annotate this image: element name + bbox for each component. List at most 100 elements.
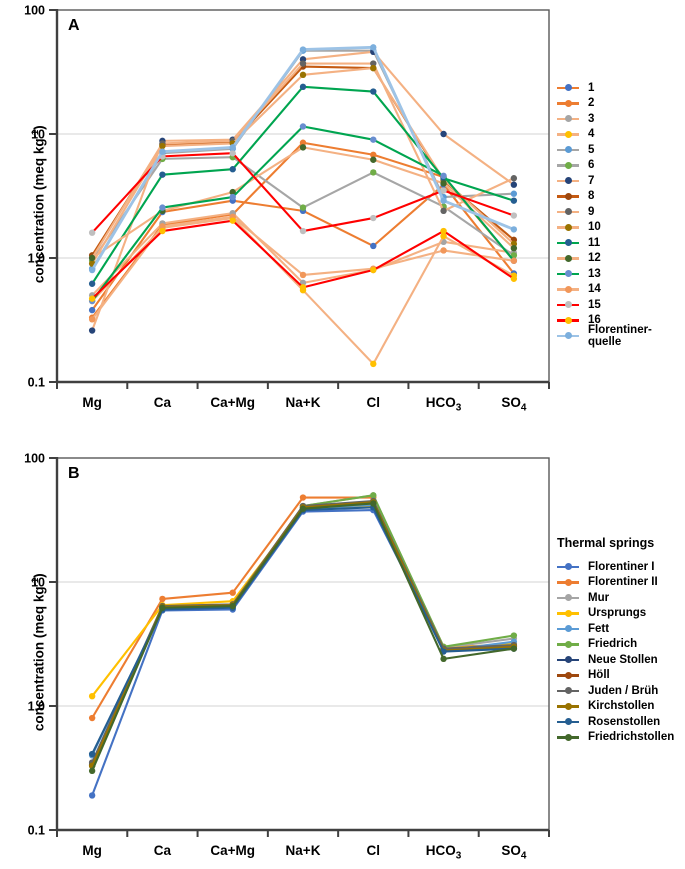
series-marker-16: [440, 227, 447, 235]
panel-label-b: B: [68, 465, 80, 482]
legend-swatch-icon: [557, 223, 579, 231]
legend-item-9: 9: [557, 204, 680, 220]
series-marker-Friedrich: [370, 492, 377, 499]
x-category-label: Na+K: [286, 843, 321, 858]
series-marker-16: [229, 217, 236, 224]
legend-item-florentiner-quelle: Florentiner-quelle: [557, 324, 680, 348]
series-line-Florentiner II: [91, 496, 514, 719]
series-marker-9: [510, 175, 518, 182]
x-category-label: Mg: [82, 395, 102, 410]
series-marker-15: [370, 214, 377, 222]
series-marker-16: [299, 284, 307, 291]
series-marker-12: [299, 144, 307, 151]
y-tick-label: 100: [24, 4, 45, 18]
legend-item-12: 12: [557, 251, 680, 267]
legend-label: Rosenstollen: [588, 715, 661, 728]
legend-label: Höll: [588, 669, 610, 682]
legend-item-13: 13: [557, 266, 680, 282]
legend-item-fett: Fett: [557, 621, 674, 637]
legend-label: Florentiner I: [588, 560, 655, 573]
series-marker-Friedrichstollen: [229, 602, 236, 610]
legend-label: Florentiner-quelle: [588, 323, 652, 348]
x-category-label: Ca+Mg: [210, 395, 255, 410]
legend-label: 14: [588, 283, 601, 296]
legend-item-1: 1: [557, 80, 680, 96]
series-marker-Ursprungs: [88, 692, 96, 700]
x-category-label: SO4: [501, 395, 527, 414]
y-tick-label: 0.1: [28, 376, 45, 390]
legend-swatch-icon: [557, 99, 579, 107]
y-tick-label: 10: [31, 576, 45, 590]
series-marker-11: [299, 83, 307, 91]
legend-label: 4: [588, 128, 595, 141]
series-marker-Florentiner I: [88, 792, 96, 799]
series-marker-9: [370, 60, 377, 67]
series-marker-12: [440, 180, 447, 187]
x-category-label: SO4: [501, 843, 527, 862]
legend-swatch-icon: [557, 718, 579, 726]
panel-a-plot: 100 10 1.0 0.1 Mg Ca Ca+Mg Na+K Cl HCO3 SO4 A: [24, 4, 550, 414]
legend-swatch-icon: [557, 625, 579, 633]
legend-swatch-icon: [557, 161, 579, 169]
legend-item-2: 2: [557, 96, 680, 112]
series-marker-10: [159, 142, 166, 150]
legend-item-7: 7: [557, 173, 680, 189]
legend-label: Friedrichstollen: [588, 731, 675, 744]
series-marker-Friedrichstollen: [88, 767, 96, 775]
y-tick-label: 1.0: [28, 252, 45, 266]
legend-item-3: 3: [557, 111, 680, 127]
series-marker-Florentiner-quelle: [299, 46, 307, 53]
series-marker-15: [229, 150, 236, 157]
series-line-Kirchstollen: [91, 501, 514, 767]
panel-b-plot: 100 10 1.0 0.1 Mg Ca Ca+Mg Na+K Cl HCO3 SO4 B: [24, 452, 550, 862]
series-marker-12: [88, 254, 96, 262]
legend-item-8: 8: [557, 189, 680, 205]
legend-label: 10: [588, 221, 601, 234]
series-marker-Florentiner II: [299, 494, 307, 501]
legend-swatch-icon: [557, 146, 579, 154]
legend-item-14: 14: [557, 282, 680, 298]
legend-swatch-icon: [557, 115, 579, 123]
series-marker-16: [370, 266, 377, 274]
legend-label: 12: [588, 252, 601, 265]
series-marker-6: [510, 252, 518, 259]
legend-label: 2: [588, 97, 595, 110]
legend-swatch-icon: [557, 130, 579, 138]
legend-swatch-icon: [557, 609, 579, 617]
legend-label: Florentiner II: [588, 576, 658, 589]
series-marker-16: [159, 227, 166, 235]
x-category-label: Cl: [367, 843, 381, 858]
series-marker-Florentiner II: [88, 714, 96, 722]
y-axis-title-panel-a: concentration (meq kg-1): [29, 125, 47, 284]
legend-panel-b: Thermal springs Florentiner I Florentiner…: [557, 536, 674, 745]
legend-label: 3: [588, 112, 595, 125]
series-marker-2: [299, 139, 307, 146]
series-marker-14: [159, 223, 166, 230]
x-category-label: HCO3: [426, 395, 462, 414]
series-marker-11: [510, 197, 518, 204]
series-marker-6: [370, 169, 377, 176]
x-category-label: Ca+Mg: [210, 843, 255, 858]
series-marker-12: [510, 244, 518, 252]
series-line-Friedrichstollen: [91, 502, 515, 772]
legend-item-6: 6: [557, 158, 680, 174]
legend-label: Juden / Brüh: [588, 684, 659, 697]
series-marker-14: [440, 247, 447, 254]
legend-swatch-icon: [557, 640, 579, 648]
series-marker-Friedrichstollen: [299, 505, 307, 512]
legend-swatch-icon: [557, 84, 579, 92]
series-marker-7: [440, 130, 447, 138]
series-marker-15: [88, 229, 96, 236]
legend-item-florentiner-ii: Florentiner II: [557, 575, 674, 591]
series-marker-11: [370, 88, 377, 95]
legend-swatch-icon: [557, 656, 579, 664]
series-marker-10: [370, 64, 377, 72]
legend-item-10: 10: [557, 220, 680, 236]
y-axis-title-panel-b: concentration (meq kg-1): [29, 573, 47, 732]
series-marker-Florentiner II: [229, 589, 236, 596]
legend-item-5: 5: [557, 142, 680, 158]
legend-panel-a: 1 2 3 4 5 6 7 8 9 10 11 12 13 14 15 16 Florentiner-quell…: [557, 80, 680, 348]
x-category-label: HCO3: [426, 843, 462, 862]
